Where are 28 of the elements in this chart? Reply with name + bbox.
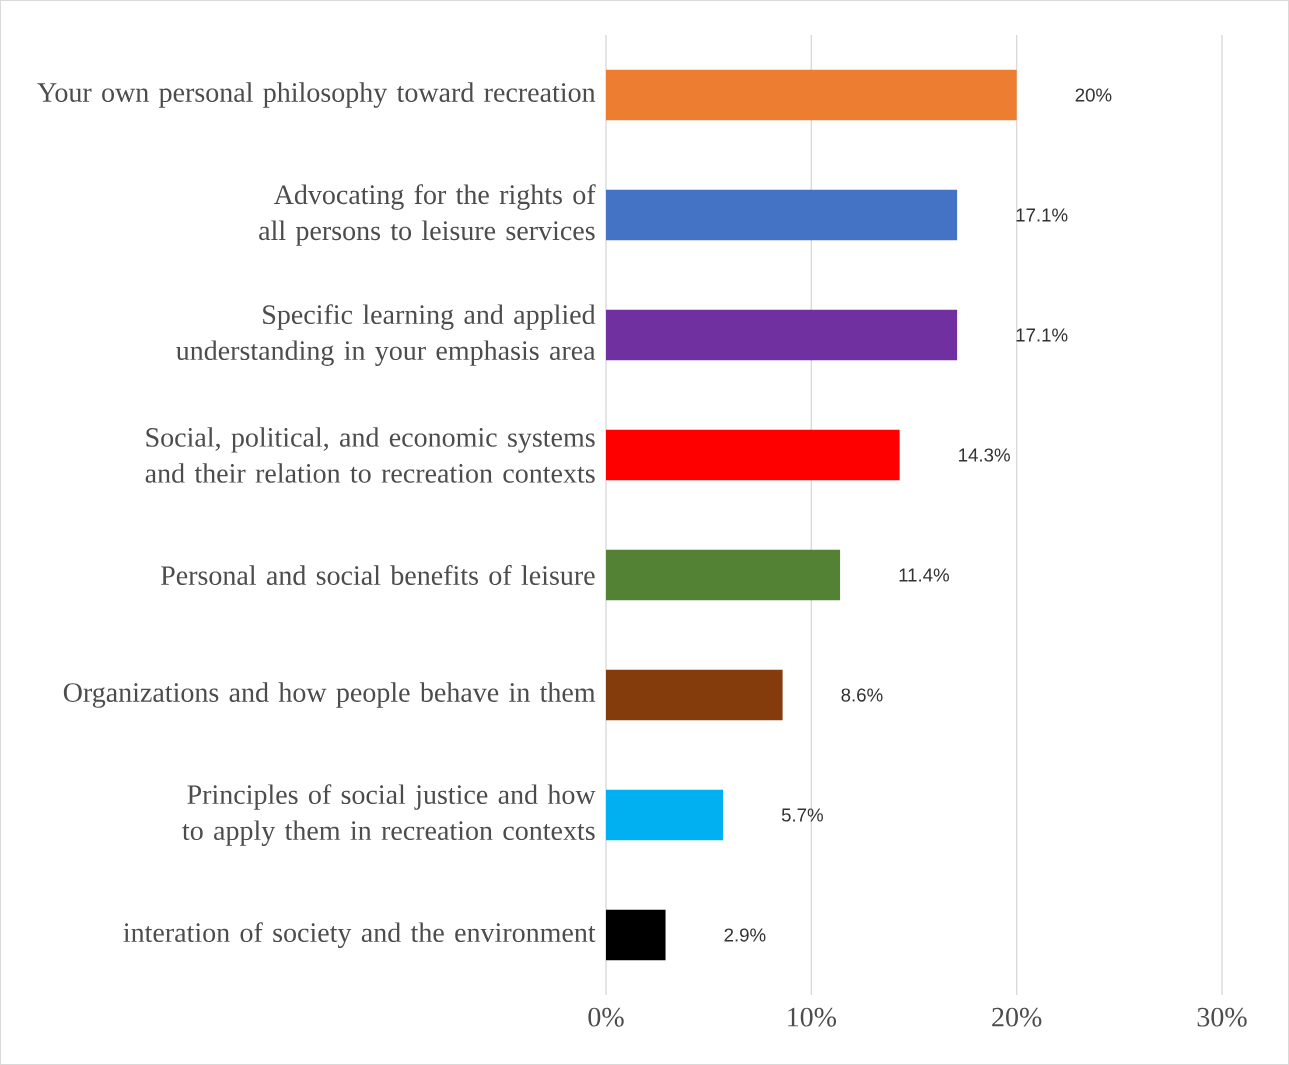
data-label: 17.1% <box>1016 328 1068 342</box>
data-label: 14.3% <box>959 448 1010 462</box>
bar <box>606 69 1017 121</box>
y-tick-label: Your own personal philosophy toward recreation <box>37 82 596 108</box>
data-label: 5.7% <box>781 808 823 822</box>
x-tick-label: 30% <box>1197 1007 1247 1027</box>
data-label: 8.6% <box>841 688 883 702</box>
data-label: 17.1% <box>1016 208 1068 222</box>
bar <box>606 669 783 721</box>
y-tick-label: Social, political, and economic systems and their relation to recreation contexts <box>145 427 595 483</box>
bar <box>606 309 958 361</box>
data-label: 11.4% <box>899 568 949 582</box>
x-tick-label: 20% <box>992 1007 1042 1027</box>
bar <box>606 189 958 241</box>
bar <box>606 429 900 481</box>
x-tick-label: 0% <box>588 1007 624 1027</box>
bar <box>606 789 724 841</box>
x-tick-label: 10% <box>788 1007 837 1027</box>
data-label: 2.9% <box>724 928 766 942</box>
y-tick-label: Personal and social benefits of leisure <box>160 565 595 585</box>
y-tick-label: Specific learning and applied understanding in your emphasis area <box>176 304 596 366</box>
bar <box>606 909 666 961</box>
y-tick-label: Advocating for the rights of all persons to leisure services <box>259 184 596 246</box>
bar <box>606 549 841 601</box>
y-tick-label: Principles of social justice and how to apply them in recreation contexts <box>182 784 596 846</box>
data-label: 20% <box>1075 88 1112 102</box>
y-tick-label: interation of society and the environment <box>123 922 596 948</box>
y-tick-label: Organizations and how people behave in them <box>63 682 596 708</box>
